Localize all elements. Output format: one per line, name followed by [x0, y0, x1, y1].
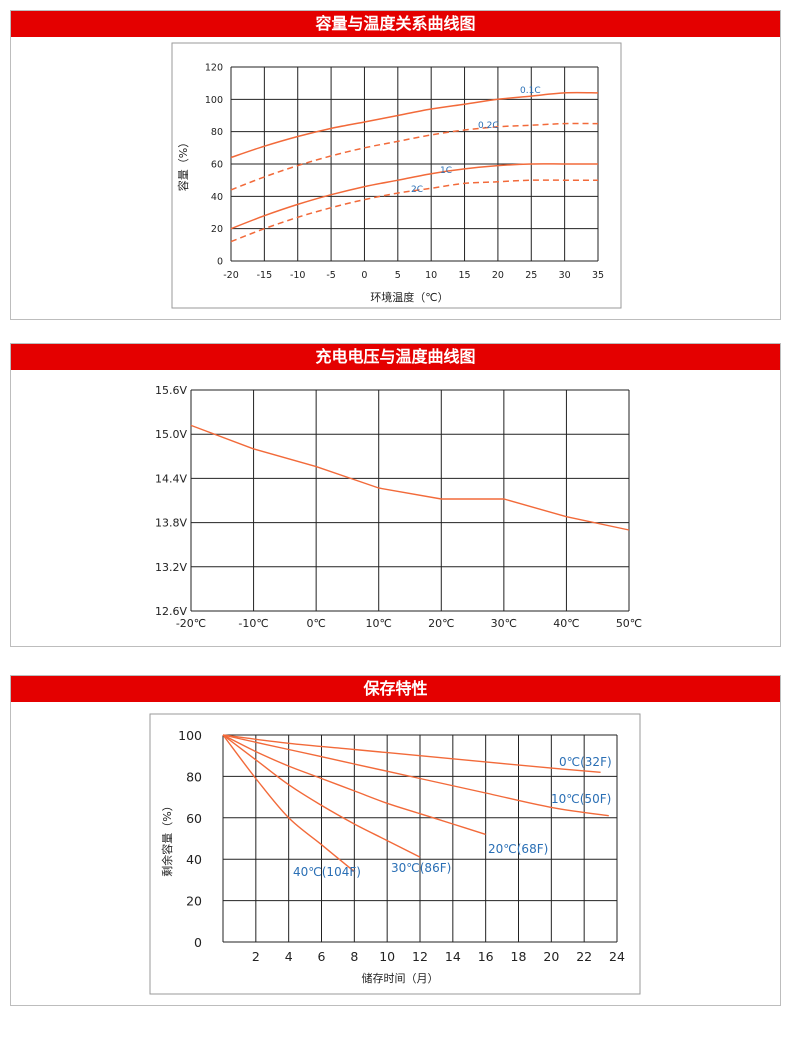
y-tick-label: 13.8V: [155, 517, 187, 530]
y-tick-label: 13.2V: [155, 561, 187, 574]
x-tick-label: 16: [478, 949, 494, 964]
y-tick-label: 12.6V: [155, 605, 187, 618]
voltage-temperature-title: 充电电压与温度曲线图: [11, 344, 780, 370]
y-tick-label: 20: [211, 224, 223, 235]
y-tick-label: 20: [186, 894, 202, 909]
plot-frame: [149, 713, 641, 995]
series-line: [222, 734, 355, 873]
y-tick-label: 14.4V: [155, 472, 187, 485]
x-tick-label: 2: [252, 949, 260, 964]
series-line: [230, 179, 598, 243]
x-tick-label: 12: [412, 949, 428, 964]
x-tick-label: 10℃: [366, 617, 392, 630]
y-tick-label: 0: [194, 935, 202, 950]
x-tick-label: 14: [445, 949, 461, 964]
x-tick-label: 30: [559, 270, 571, 281]
series-label: 20℃(68F): [488, 842, 548, 856]
series-line: [230, 122, 599, 191]
x-tick-label: 5: [395, 270, 401, 281]
y-axis-label: 容量（%）: [176, 137, 190, 191]
series-label: 2C: [411, 185, 423, 195]
storage-characteristic-title: 保存特性: [11, 676, 780, 702]
x-tick-label: -15: [257, 270, 273, 281]
series-label: 1C: [440, 166, 452, 176]
x-tick-label: 10: [425, 270, 437, 281]
x-tick-label: 35: [592, 270, 604, 281]
x-tick-label: -20: [223, 270, 239, 281]
x-tick-label: 50℃: [616, 617, 642, 630]
y-tick-label: 40: [186, 852, 202, 867]
y-tick-label: 100: [178, 728, 202, 743]
series-line: [222, 734, 486, 836]
x-tick-label: 20: [492, 270, 504, 281]
capacity-temperature-panel: 容量与温度关系曲线图 -20 -15 -10 -5 0 5 10 15 20 25 30 35 0 20 4…: [10, 10, 781, 320]
x-tick-label: 10: [379, 949, 395, 964]
x-tick-label: -10℃: [238, 617, 268, 630]
series-line: [222, 734, 421, 858]
x-tick-label: 8: [350, 949, 358, 964]
y-axis-label: 剩余容量（%）: [160, 800, 174, 876]
series-label: 10℃(50F): [551, 792, 611, 806]
x-tick-label: 22: [576, 949, 592, 964]
series-label: 40℃(104F): [293, 865, 361, 879]
y-tick-label: 100: [205, 95, 223, 106]
x-tick-label: 30℃: [491, 617, 517, 630]
x-tick-label: 24: [609, 949, 625, 964]
series-line: [230, 163, 598, 230]
x-tick-label: 18: [511, 949, 527, 964]
x-axis-label: 环境温度（℃）: [370, 290, 448, 304]
y-tick-label: 80: [186, 769, 202, 784]
series-line: [230, 91, 599, 159]
voltage-temperature-chart: -20℃ -10℃ 0℃ 10℃ 20℃ 30℃ 40℃ 50℃ 12.6V 13.2V 13.8V…: [155, 384, 642, 630]
y-tick-label: 60: [186, 811, 202, 826]
x-tick-label: 20℃: [428, 617, 454, 630]
x-tick-label: 4: [285, 949, 293, 964]
x-tick-label: 20: [543, 949, 559, 964]
y-tick-label: 0: [217, 257, 223, 268]
capacity-temperature-chart: -20 -15 -10 -5 0 5 10 15 20 25 30 35 0 20 40 60 80 100 120…: [171, 42, 622, 309]
series-line: [190, 424, 630, 531]
x-tick-label: -20℃: [176, 617, 206, 630]
series-label: 0.2C: [478, 121, 499, 131]
x-tick-label: 25: [525, 270, 537, 281]
y-tick-label: 120: [205, 63, 223, 74]
y-tick-label: 60: [211, 160, 223, 171]
x-tick-label: 40℃: [553, 617, 579, 630]
voltage-temperature-panel: 充电电压与温度曲线图 -20℃ -10℃ 0℃ 10℃ 20℃ 30℃ 40℃ 50℃ 12.6…: [10, 343, 781, 647]
series-label: 0.1C: [520, 86, 541, 96]
x-tick-label: -5: [326, 270, 335, 281]
series-label: 0℃(32F): [559, 755, 612, 769]
x-tick-label: -10: [290, 270, 306, 281]
series-line: [222, 734, 601, 773]
storage-characteristic-chart: 2 4 6 8 10 12 14 16 18 20 22 24020406080100储存时间（月）剩…: [149, 713, 641, 995]
series-label: 30℃(86F): [391, 861, 451, 875]
capacity-temperature-title: 容量与温度关系曲线图: [11, 11, 780, 37]
y-tick-label: 40: [211, 192, 223, 203]
series-line: [222, 734, 609, 817]
y-tick-label: 80: [211, 127, 223, 138]
y-tick-label: 15.6V: [155, 384, 187, 397]
storage-characteristic-panel: 保存特性 2 4 6 8 10 12 14 16 18 20 22 24 0 20 40 60 80 100 储存时…: [10, 675, 781, 1006]
x-tick-label: 15: [458, 270, 470, 281]
y-tick-label: 15.0V: [155, 428, 187, 441]
x-tick-label: 0℃: [306, 617, 325, 630]
plot-frame: [171, 42, 622, 309]
x-axis-label: 储存时间（月）: [362, 971, 439, 985]
x-tick-label: 0: [361, 270, 367, 281]
x-tick-label: 6: [318, 949, 326, 964]
